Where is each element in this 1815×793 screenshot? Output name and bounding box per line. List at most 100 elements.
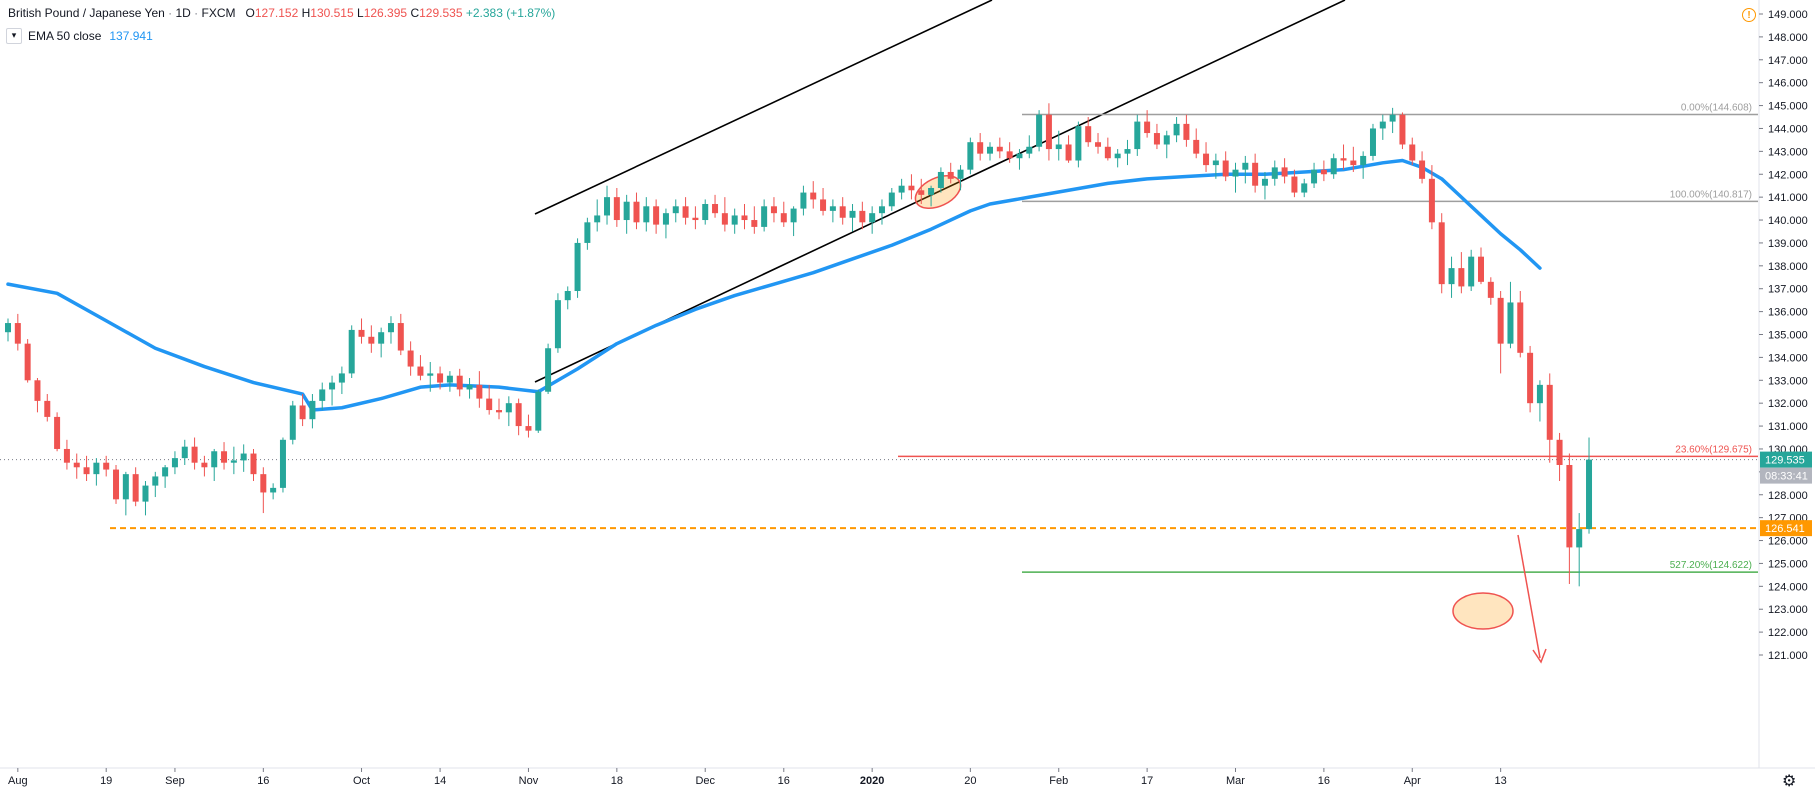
price-tick-label: 149.000 bbox=[1768, 9, 1808, 21]
candle-body bbox=[1360, 155, 1367, 166]
candle-body bbox=[996, 146, 1003, 152]
candle-body bbox=[1478, 256, 1484, 282]
candle bbox=[260, 467, 267, 514]
candle bbox=[1311, 162, 1318, 188]
candle bbox=[918, 178, 925, 205]
candle bbox=[1261, 171, 1268, 200]
support-price-badge-bg bbox=[1760, 520, 1812, 537]
candle bbox=[132, 467, 139, 507]
price-tick-label: 131.000 bbox=[1768, 421, 1808, 433]
candle-body bbox=[692, 217, 699, 221]
price-tick-label: 132.000 bbox=[1768, 398, 1808, 410]
candle-body bbox=[24, 343, 31, 381]
candle bbox=[977, 133, 984, 161]
support-price-badge: 126.541 bbox=[1760, 520, 1812, 537]
candle-body bbox=[1320, 169, 1327, 175]
candle-body bbox=[1261, 178, 1268, 186]
support-price-badge-text: 126.541 bbox=[1765, 523, 1805, 535]
candle-body bbox=[672, 206, 679, 214]
candle-body bbox=[1399, 114, 1406, 145]
channel-upper-line bbox=[534, 0, 993, 215]
candle bbox=[1389, 107, 1396, 134]
candle-body bbox=[505, 403, 512, 413]
candle bbox=[152, 471, 159, 498]
candle-body bbox=[1458, 268, 1465, 287]
info-icon[interactable]: ! bbox=[1742, 8, 1756, 22]
chart-background bbox=[0, 0, 1759, 768]
candle-body bbox=[1065, 144, 1072, 161]
candle-body bbox=[1438, 222, 1445, 285]
time-tick-label: 16 bbox=[1318, 775, 1330, 787]
candle-body bbox=[83, 467, 90, 475]
fib-100-label: 100.00%(140.817) bbox=[1670, 189, 1752, 200]
candle bbox=[633, 192, 640, 230]
candle bbox=[397, 313, 404, 356]
candle bbox=[1242, 155, 1249, 184]
candle-body bbox=[515, 403, 522, 427]
indicator-name[interactable]: EMA 50 close bbox=[28, 29, 102, 43]
candle-body bbox=[358, 329, 365, 337]
candle bbox=[643, 197, 650, 232]
candle-body bbox=[171, 458, 178, 468]
chevron-down-icon[interactable]: ▾ bbox=[6, 28, 22, 44]
candle bbox=[1124, 139, 1131, 166]
candle-body bbox=[1311, 169, 1318, 184]
candle-body bbox=[1104, 146, 1111, 159]
last-price-badge-text: 129.535 bbox=[1765, 455, 1805, 467]
candle bbox=[1576, 513, 1583, 587]
candle-body bbox=[1232, 169, 1239, 177]
candle-body bbox=[1546, 384, 1553, 440]
candle-body bbox=[270, 487, 277, 493]
candle-body bbox=[1281, 167, 1288, 177]
candle-body bbox=[1055, 144, 1062, 150]
candle bbox=[250, 448, 257, 482]
candle bbox=[594, 199, 601, 232]
candle bbox=[1173, 117, 1180, 143]
interval-label[interactable]: 1D bbox=[175, 6, 191, 20]
candle bbox=[1340, 144, 1347, 170]
candle-body bbox=[947, 171, 954, 179]
candle-body bbox=[329, 382, 336, 390]
candle-body bbox=[1340, 158, 1347, 161]
price-tick-label: 128.000 bbox=[1768, 490, 1808, 502]
candle bbox=[898, 178, 905, 200]
projection-arrow-head bbox=[1532, 648, 1547, 664]
candle-body bbox=[545, 348, 552, 392]
candle bbox=[1114, 149, 1121, 168]
candle-body bbox=[1586, 459, 1593, 530]
countdown-badge-bg bbox=[1760, 467, 1812, 484]
price-tick-label: 140.000 bbox=[1768, 215, 1808, 227]
candle-body bbox=[1252, 162, 1259, 186]
candle bbox=[1271, 160, 1278, 186]
candle-body bbox=[957, 169, 964, 179]
price-tick-label: 142.000 bbox=[1768, 169, 1808, 181]
candle-body bbox=[1389, 114, 1396, 122]
candle bbox=[378, 327, 385, 358]
candle bbox=[1104, 137, 1111, 161]
candle bbox=[712, 194, 719, 218]
candle-body bbox=[1487, 281, 1494, 298]
fib-0-label: 0.00%(144.608) bbox=[1681, 103, 1752, 114]
candle-body bbox=[721, 213, 728, 225]
candle-body bbox=[535, 391, 542, 431]
candle bbox=[741, 204, 748, 230]
gear-icon[interactable]: ⚙ bbox=[1782, 773, 1797, 790]
candle-body bbox=[73, 462, 80, 468]
candle-body bbox=[1242, 162, 1249, 170]
candle bbox=[829, 199, 836, 223]
candle bbox=[1281, 158, 1288, 184]
price-tick-label: 145.000 bbox=[1768, 101, 1808, 113]
symbol-name[interactable]: British Pound / Japanese Yen bbox=[8, 6, 165, 20]
candle-body bbox=[387, 323, 394, 333]
candle-body bbox=[1291, 176, 1298, 193]
candle-body bbox=[800, 192, 807, 209]
price-tick-label: 122.000 bbox=[1768, 627, 1808, 639]
candle-body bbox=[1173, 123, 1180, 136]
candle-body bbox=[928, 187, 935, 195]
candle bbox=[1448, 256, 1455, 298]
candle bbox=[820, 187, 827, 216]
candle bbox=[83, 455, 90, 482]
price-tick-label: 147.000 bbox=[1768, 55, 1808, 67]
candle-body bbox=[368, 336, 375, 344]
